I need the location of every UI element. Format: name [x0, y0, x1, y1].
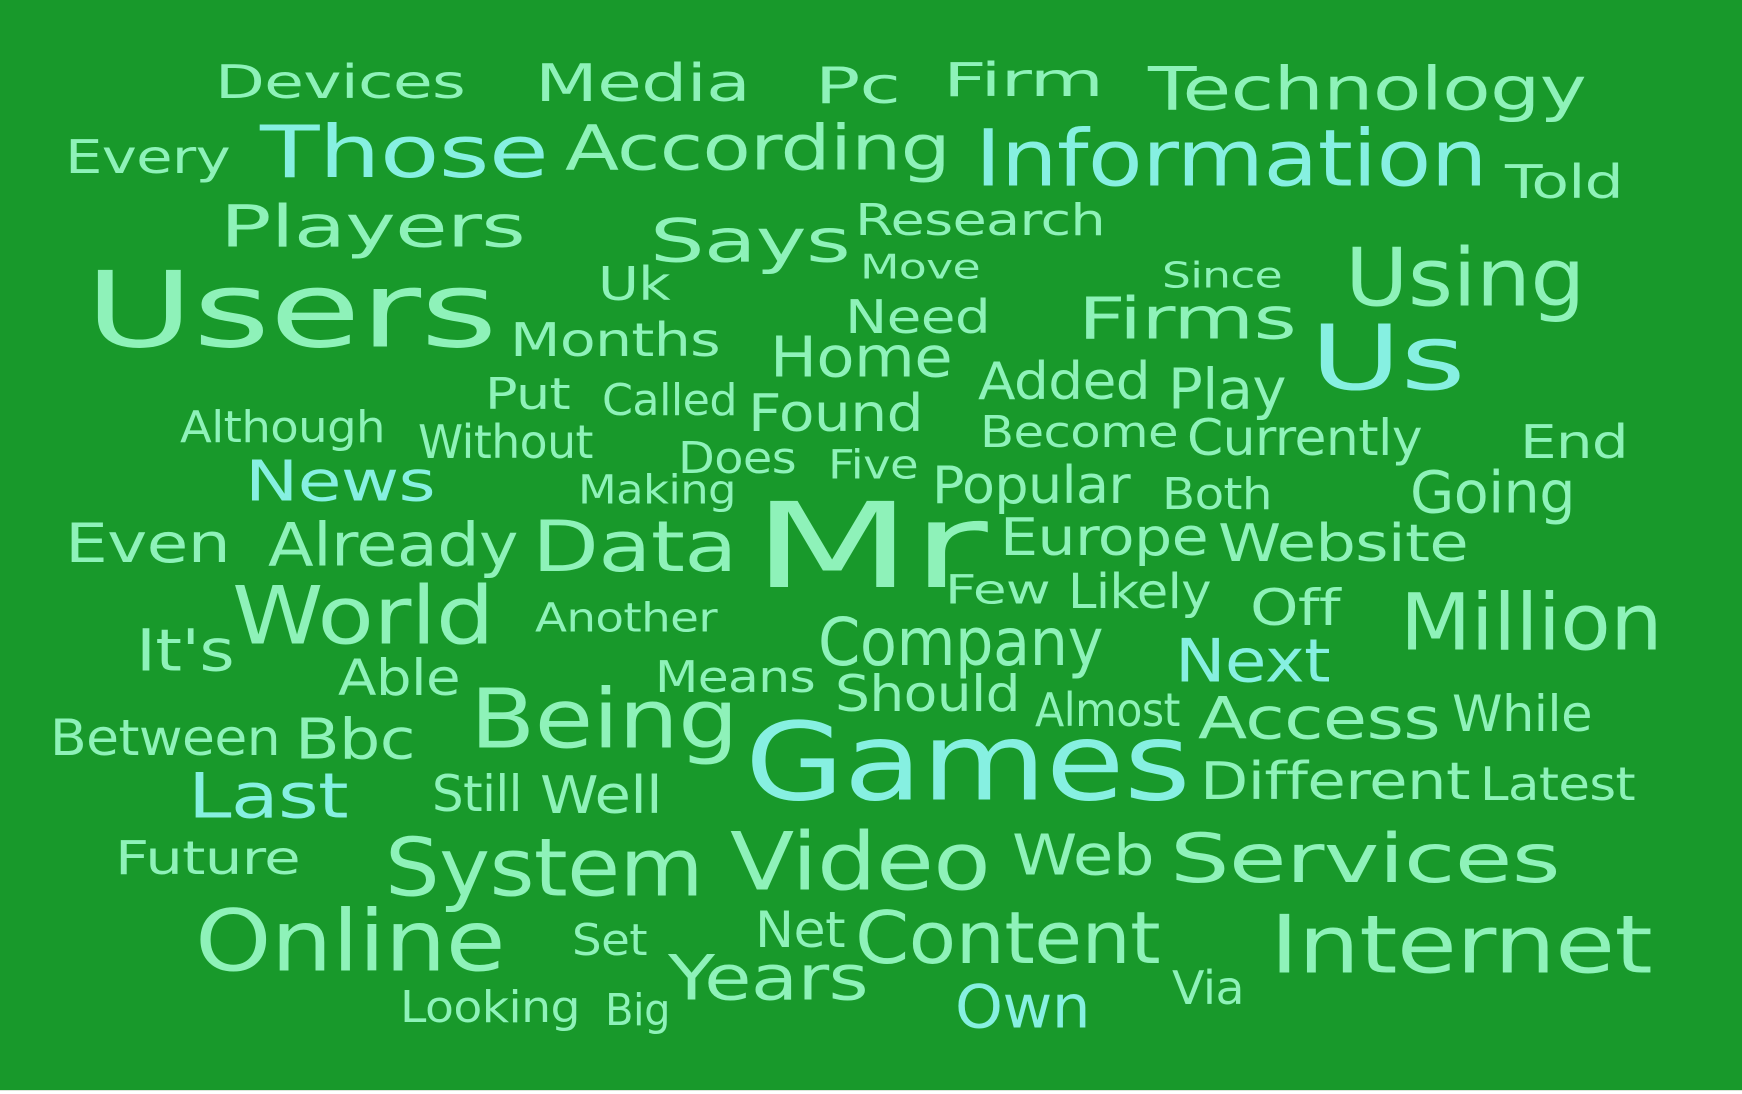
- word-devices: Devices: [215, 55, 466, 110]
- word-told: Told: [1505, 155, 1624, 210]
- word-since: Since: [1162, 254, 1283, 297]
- word-set: Set: [572, 913, 648, 966]
- word-likely: Likely: [1068, 563, 1212, 620]
- word-content: Content: [855, 897, 1161, 981]
- word-move: Move: [860, 246, 981, 287]
- word-video: Video: [730, 814, 991, 909]
- word-without: Without: [418, 415, 593, 470]
- word-found: Found: [748, 382, 924, 444]
- word-means: Means: [655, 650, 816, 703]
- word-uk: Uk: [598, 257, 671, 312]
- word-another: Another: [535, 594, 718, 642]
- word-it-s: It's: [136, 616, 235, 685]
- word-well: Well: [540, 764, 663, 826]
- word-website: Website: [1218, 512, 1469, 574]
- word-europe: Europe: [1000, 506, 1209, 568]
- word-few: Few: [945, 566, 1051, 614]
- word-games: Games: [745, 700, 1191, 826]
- word-every: Every: [65, 130, 231, 185]
- word-million: Million: [1400, 577, 1663, 669]
- word-those: Those: [260, 111, 549, 195]
- word-big: Big: [605, 983, 671, 1036]
- word-research: Research: [855, 193, 1106, 246]
- word-data: Data: [532, 505, 738, 588]
- word-months: Months: [510, 313, 721, 368]
- word-mr: Mr: [752, 478, 988, 616]
- word-via: Via: [1172, 961, 1245, 1016]
- word-already: Already: [268, 510, 519, 581]
- word-says: Says: [650, 206, 851, 277]
- word-five: Five: [828, 441, 919, 489]
- word-pc: Pc: [815, 57, 901, 116]
- word-internet: Internet: [1270, 897, 1653, 992]
- word-still: Still: [432, 765, 523, 824]
- word-become: Become: [980, 405, 1179, 458]
- word-home: Home: [770, 324, 953, 391]
- word-added: Added: [978, 350, 1151, 412]
- word-last: Last: [188, 759, 349, 833]
- word-services: Services: [1170, 819, 1561, 899]
- word-next: Next: [1175, 626, 1331, 697]
- word-off: Off: [1250, 579, 1341, 638]
- word-should: Should: [835, 665, 1021, 724]
- word-being: Being: [470, 672, 739, 768]
- word-according: According: [565, 111, 951, 185]
- word-currently: Currently: [1187, 409, 1423, 468]
- word-own: Own: [955, 972, 1090, 1043]
- word-put: Put: [485, 367, 571, 420]
- word-both: Both: [1162, 467, 1273, 520]
- word-access: Access: [1198, 684, 1441, 753]
- word-almost: Almost: [1035, 683, 1180, 738]
- word-web: Web: [1012, 822, 1155, 889]
- word-between: Between: [50, 709, 281, 768]
- word-different: Different: [1200, 750, 1471, 812]
- word-players: Players: [220, 192, 526, 261]
- word-online: Online: [195, 892, 506, 992]
- word-although: Although: [180, 400, 386, 453]
- word-media: Media: [535, 52, 751, 114]
- word-making: Making: [578, 466, 737, 514]
- word-information: Information: [975, 113, 1488, 205]
- word-bbc: Bbc: [295, 706, 416, 773]
- word-need: Need: [845, 290, 991, 345]
- word-called: Called: [602, 373, 738, 426]
- word-future: Future: [115, 831, 301, 886]
- word-even: Even: [65, 512, 231, 576]
- word-net: Net: [755, 901, 846, 960]
- word-popular: Popular: [932, 454, 1131, 516]
- word-firm: Firm: [943, 53, 1104, 108]
- word-does: Does: [678, 431, 797, 484]
- word-using: Using: [1345, 230, 1585, 325]
- word-able: Able: [338, 649, 461, 708]
- word-users: Users: [85, 248, 498, 372]
- word-end: End: [1520, 415, 1629, 470]
- word-latest: Latest: [1480, 757, 1636, 812]
- word-looking: Looking: [400, 980, 581, 1033]
- word-news: News: [245, 448, 436, 515]
- word-years: Years: [668, 941, 869, 1015]
- word-going: Going: [1410, 458, 1576, 527]
- word-while: While: [1452, 685, 1593, 744]
- word-play: Play: [1168, 356, 1287, 423]
- word-company: Company: [818, 603, 1104, 681]
- word-us: Us: [1310, 306, 1466, 411]
- word-system: System: [385, 820, 704, 915]
- word-world: World: [232, 568, 495, 663]
- word-firms: Firms: [1078, 284, 1297, 353]
- word-technology: Technology: [1148, 54, 1587, 125]
